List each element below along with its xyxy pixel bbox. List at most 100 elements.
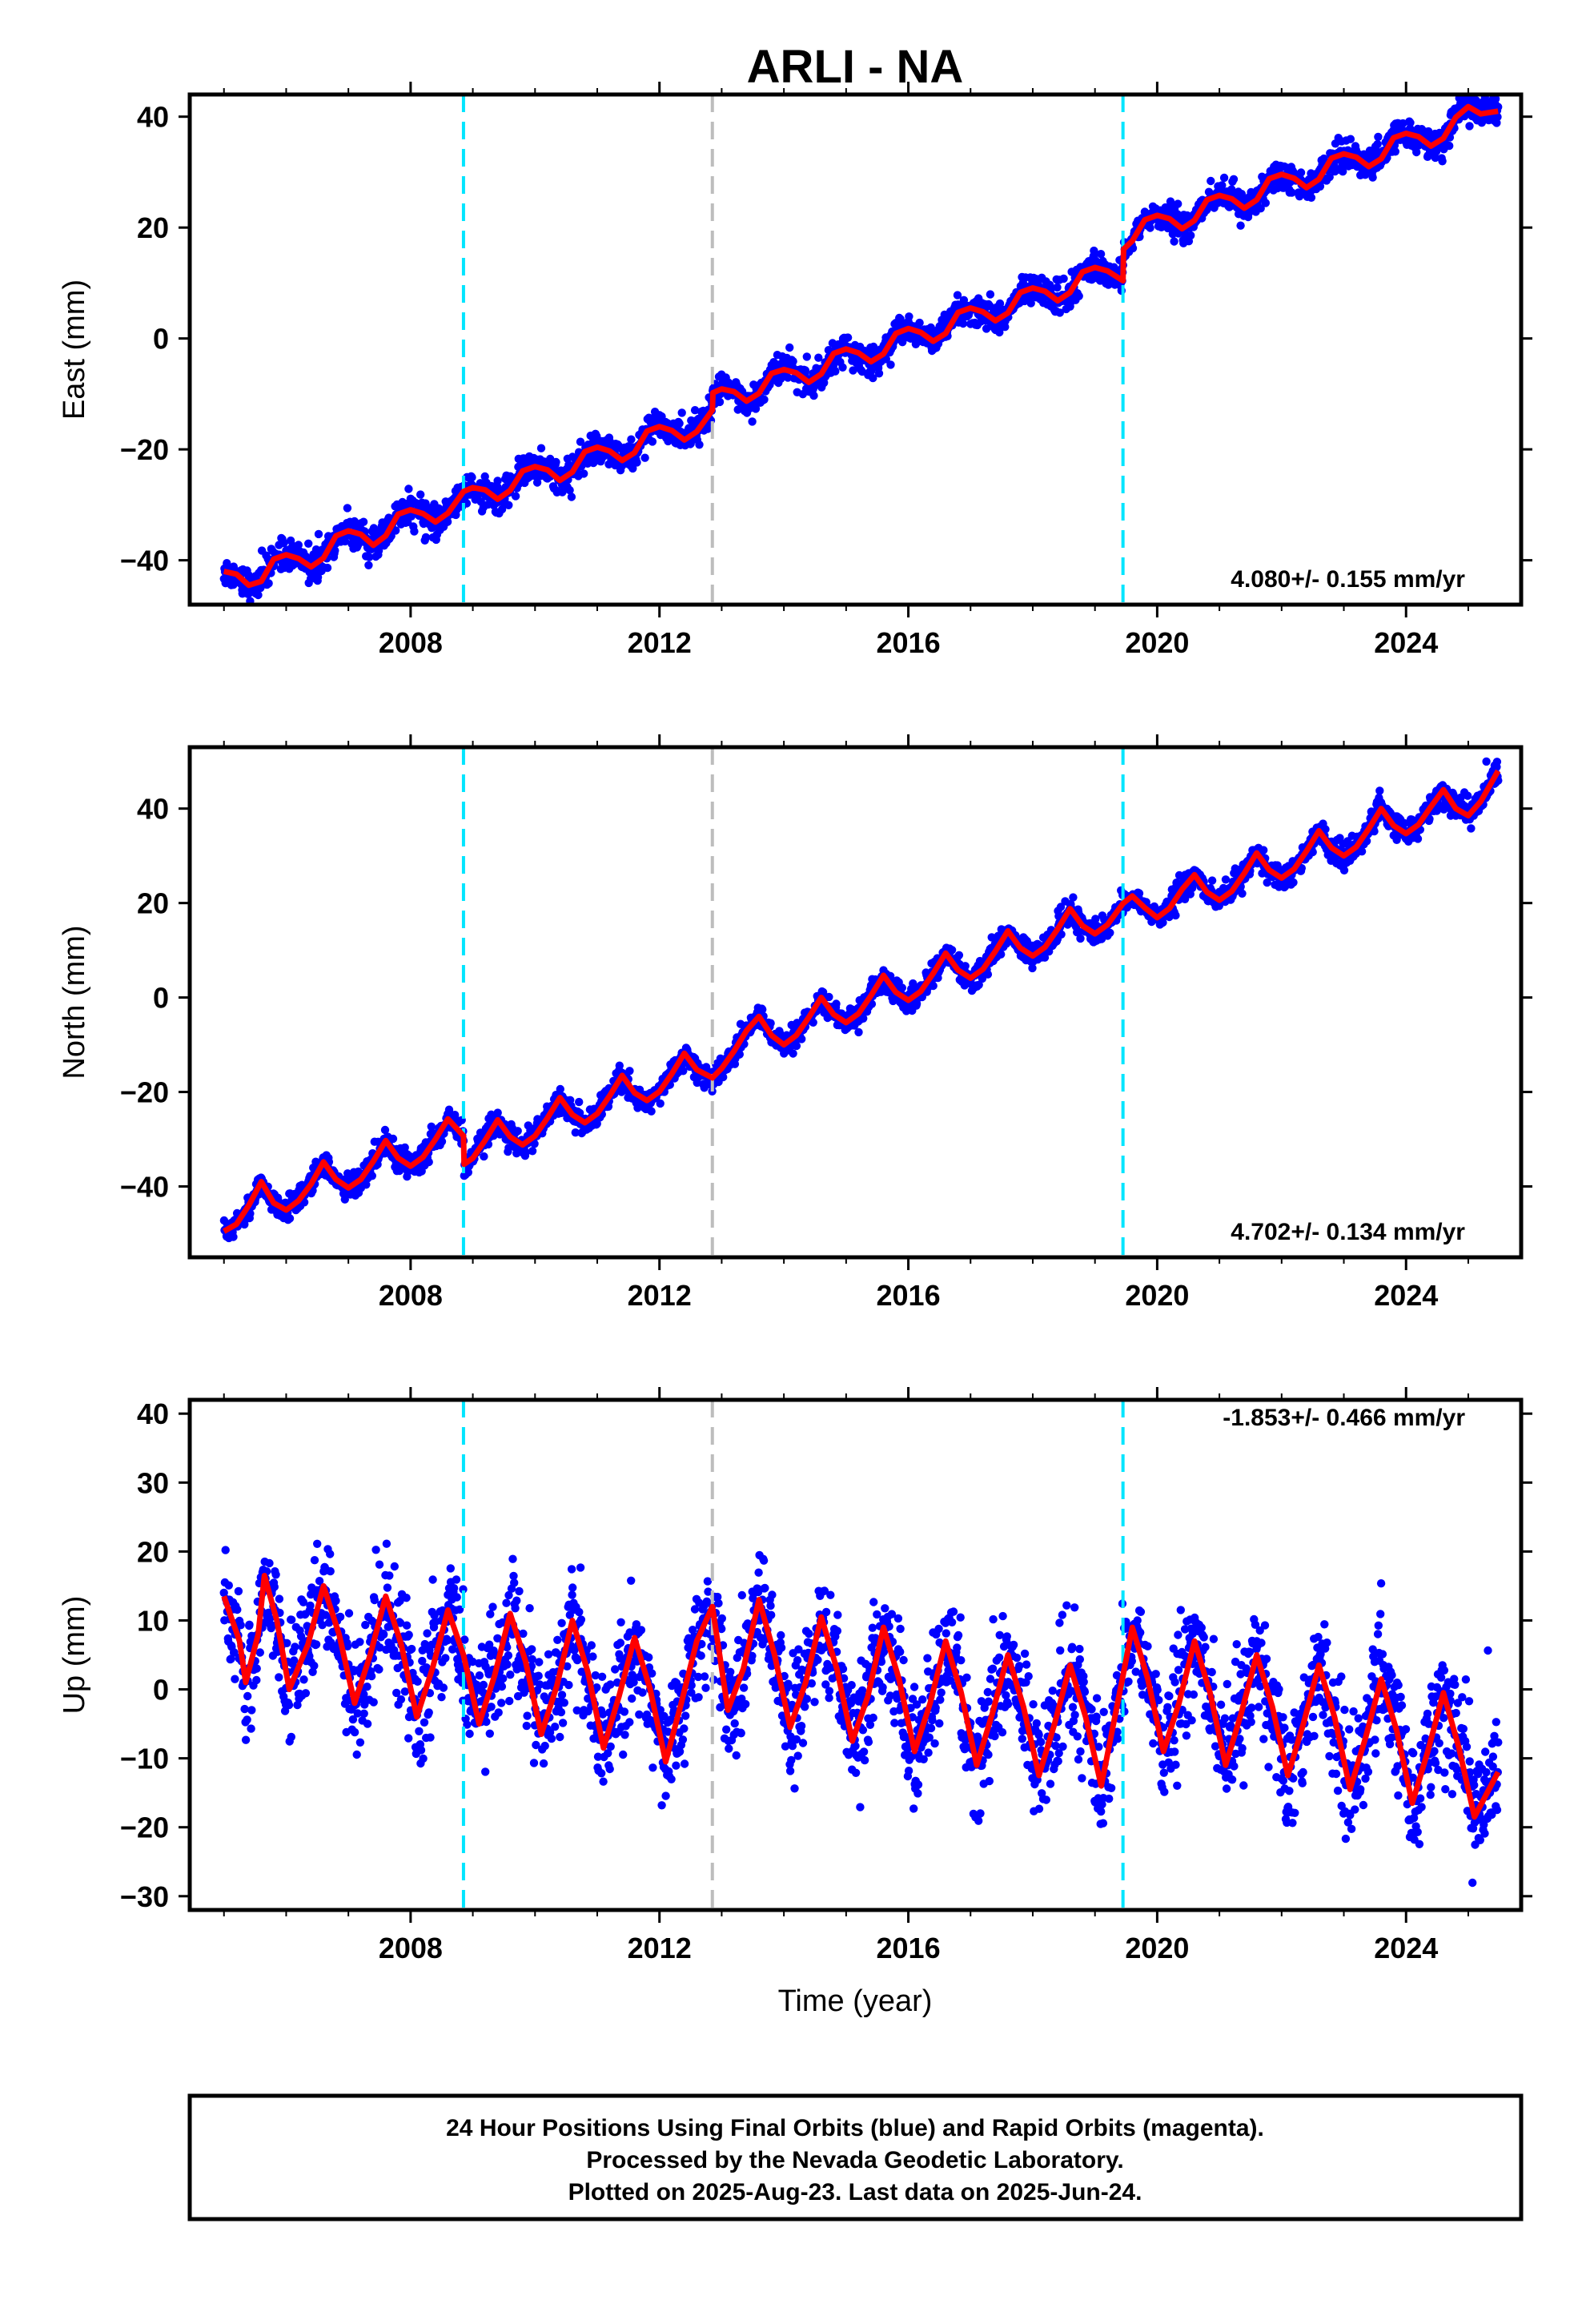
east-data-point <box>627 435 636 444</box>
east-data-point <box>493 476 502 485</box>
east-data-point <box>468 472 476 482</box>
north-data-point <box>1106 928 1114 938</box>
east-data-point <box>511 492 520 501</box>
east-data-point <box>532 478 542 487</box>
north-data-point <box>424 1157 433 1167</box>
east-data-point <box>323 563 332 573</box>
east-data-point <box>264 579 273 588</box>
north-data-point <box>983 970 993 979</box>
east-data-point <box>809 391 818 400</box>
east-data-point <box>1229 175 1239 183</box>
east-data-point <box>1445 141 1454 151</box>
east-data-point <box>843 333 853 342</box>
east-data-point <box>1174 199 1182 208</box>
east-data-point <box>1186 231 1195 240</box>
east-data-point <box>365 553 374 561</box>
east-data-point <box>785 343 794 352</box>
north-data-point <box>897 983 907 992</box>
north-data-point <box>285 1214 295 1223</box>
north-data-point <box>1221 875 1231 884</box>
north-data-point <box>528 1147 537 1156</box>
north-data-point <box>1076 934 1085 943</box>
east-data-point <box>1219 173 1229 183</box>
east-data-point <box>703 424 713 433</box>
east-x-tick-label: 2020 <box>1125 626 1189 659</box>
east-data-point <box>1368 173 1377 182</box>
east-data-point <box>254 590 263 600</box>
east-data-point <box>675 419 684 428</box>
east-data-point <box>1096 250 1106 259</box>
east-data-point <box>552 457 560 467</box>
east-data-point <box>690 406 700 415</box>
east-data-point <box>905 312 913 321</box>
east-data-point <box>1296 168 1306 177</box>
east-data-point <box>640 453 649 462</box>
north-data-point <box>1069 893 1078 902</box>
north-observations <box>219 757 1503 1243</box>
east-data-point <box>558 488 567 497</box>
east-x-tick-label: 2024 <box>1374 626 1438 659</box>
east-data-point <box>760 395 769 404</box>
east-data-point <box>331 546 339 555</box>
east-data-point <box>802 352 811 361</box>
east-data-point <box>364 561 373 569</box>
east-data-point <box>576 437 585 446</box>
east-data-point <box>416 490 425 499</box>
east-data-point <box>1059 274 1068 283</box>
east-y-tick-label: 40 <box>137 101 169 134</box>
east-data-point <box>1053 283 1062 292</box>
east-data-point <box>958 319 968 328</box>
east-data-point <box>497 505 507 514</box>
east-x-tick-label: 2012 <box>628 626 692 659</box>
east-data-point <box>886 360 895 369</box>
east-data-point <box>229 581 238 589</box>
east-data-point <box>648 437 657 446</box>
east-data-point <box>748 417 757 426</box>
east-data-point <box>715 397 725 407</box>
figure-title: ARLI - NA <box>747 41 964 93</box>
east-data-point <box>504 501 513 509</box>
east-data-point <box>567 493 576 501</box>
east-data-point <box>359 517 368 526</box>
east-data-point <box>986 290 995 299</box>
east-data-point <box>443 517 452 526</box>
north-data-point <box>832 999 841 1008</box>
east-data-point <box>838 363 847 372</box>
east-data-point <box>874 369 884 378</box>
east-data-point <box>314 529 323 539</box>
north-data-point <box>1207 876 1217 885</box>
east-x-tick-label: 2016 <box>877 626 941 659</box>
east-observations <box>219 93 1503 605</box>
north-data-point <box>947 946 957 955</box>
east-data-point <box>1207 176 1215 186</box>
east-data-point <box>632 458 641 467</box>
east-data-point <box>1374 132 1383 142</box>
east-data-point <box>695 440 704 449</box>
east-data-point <box>279 538 288 548</box>
east-data-point <box>391 526 400 535</box>
north-data-point <box>1259 846 1268 854</box>
east-data-point <box>1236 221 1245 230</box>
east-data-point <box>536 444 546 452</box>
north-data-point <box>647 1107 656 1116</box>
north-data-point <box>367 1172 376 1180</box>
north-data-point <box>388 1134 398 1144</box>
east-y-tick-label: 0 <box>153 323 169 356</box>
east-data-point <box>1406 119 1415 127</box>
north-data-point <box>1238 889 1247 899</box>
east-data-point <box>1346 135 1355 143</box>
east-data-point <box>677 408 686 417</box>
east-data-point <box>410 527 419 536</box>
east-data-point <box>580 469 588 478</box>
north-data-point <box>480 1152 488 1161</box>
north-data-point <box>929 981 938 991</box>
north-data-point <box>513 1127 522 1136</box>
east-data-point <box>831 367 840 376</box>
east-data-point <box>343 504 352 513</box>
north-data-point <box>789 1049 797 1058</box>
north-data-point <box>792 1041 801 1051</box>
east-velocity-label: 4.080+/- 0.155 mm/yr <box>1231 566 1465 593</box>
